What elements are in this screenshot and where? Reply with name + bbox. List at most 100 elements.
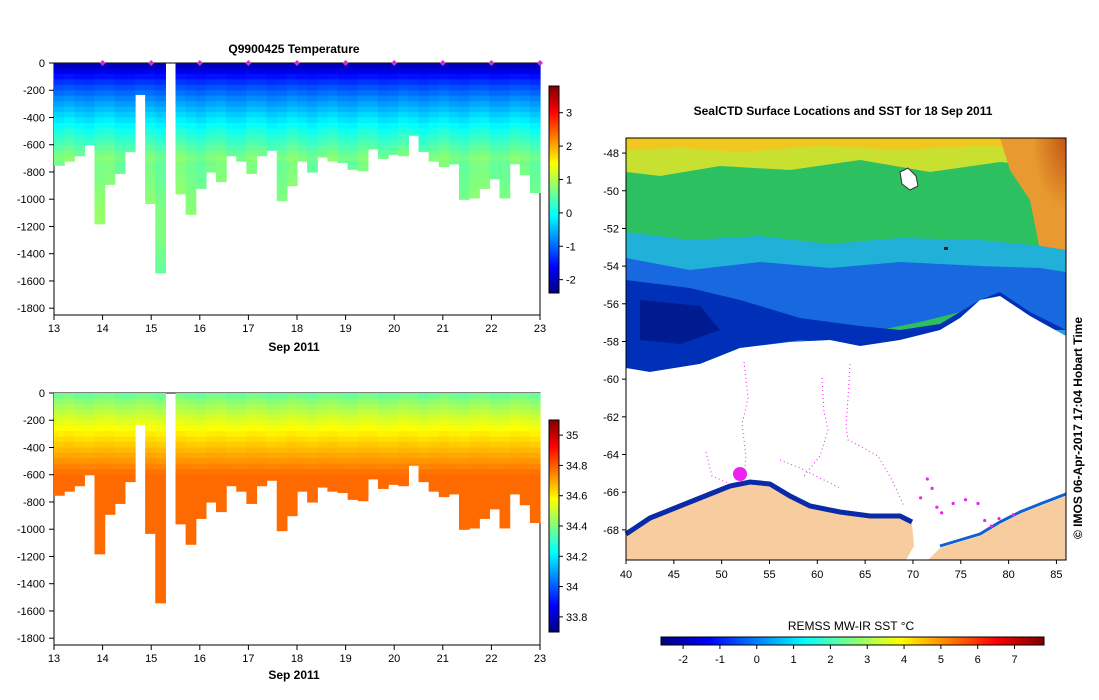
- section-cell: [94, 144, 106, 151]
- section-cell: [408, 414, 420, 421]
- section-cell: [469, 409, 480, 416]
- section-cell: [256, 436, 268, 443]
- section-cell: [459, 128, 470, 135]
- section-cell: [489, 177, 501, 180]
- section-cell: [145, 501, 156, 509]
- section-cell: [226, 95, 237, 102]
- section-cell: [448, 431, 460, 438]
- seal-location-point: [940, 511, 944, 515]
- section-cell: [418, 144, 430, 151]
- section-cell: [256, 463, 268, 470]
- section-cell: [266, 73, 278, 80]
- y-tick-label: -1400: [17, 249, 45, 261]
- section-cell: [94, 133, 106, 140]
- section-cell: [54, 133, 65, 140]
- section-cell: [398, 447, 409, 454]
- section-cell: [216, 442, 227, 449]
- section-cell: [357, 425, 369, 432]
- section-cell: [145, 161, 156, 168]
- section-cell: [84, 414, 96, 421]
- section-cell: [529, 177, 541, 184]
- section-cell: [448, 139, 460, 146]
- section-cell: [297, 79, 308, 86]
- section-cell: [185, 507, 197, 514]
- section-cell: [519, 409, 531, 416]
- section-cell: [408, 84, 420, 91]
- section-cell: [145, 84, 156, 91]
- section-cell: [459, 474, 470, 481]
- section-cell: [286, 425, 298, 432]
- section-cell: [195, 501, 207, 509]
- section-cell: [347, 398, 359, 405]
- lon-tick-label: 85: [1050, 569, 1062, 581]
- section-cell: [276, 491, 288, 498]
- section-cell: [286, 79, 298, 86]
- section-cell: [479, 68, 490, 75]
- section-cell: [175, 166, 187, 173]
- section-cell: [519, 171, 531, 176]
- section-cell: [114, 73, 126, 80]
- section-cell: [226, 414, 237, 421]
- section-cell: [286, 133, 298, 140]
- section-cell: [155, 204, 166, 211]
- section-cell: [114, 403, 126, 410]
- section-cell: [246, 403, 258, 410]
- section-cell: [459, 112, 470, 119]
- section-cell: [114, 171, 126, 174]
- section-cell: [489, 414, 501, 421]
- section-cell: [378, 95, 389, 102]
- section-cell: [297, 133, 308, 140]
- section-cell: [388, 106, 399, 113]
- section-cell: [114, 155, 126, 162]
- section-cell: [428, 106, 440, 113]
- section-cell: [276, 523, 288, 530]
- section-cell: [256, 442, 268, 449]
- section-cell: [145, 480, 156, 487]
- section-cell: [246, 101, 258, 108]
- section-cell: [297, 128, 308, 135]
- section-cell: [398, 393, 409, 400]
- section-cell: [104, 398, 116, 405]
- section-cell: [509, 431, 521, 438]
- section-cell: [104, 485, 116, 492]
- section-cell: [64, 469, 75, 476]
- section-cell: [388, 436, 399, 443]
- section-cell: [94, 221, 106, 225]
- section-cell: [54, 122, 65, 129]
- section-cell: [226, 133, 237, 140]
- section-cell: [124, 106, 136, 113]
- section-cell: [104, 68, 116, 75]
- lon-tick-label: 65: [859, 569, 871, 581]
- section-cell: [519, 425, 531, 432]
- section-cell: [114, 485, 126, 492]
- colorbar-tick-label: 33.8: [566, 612, 587, 624]
- section-cell: [307, 144, 318, 151]
- section-cell: [155, 150, 166, 157]
- section-cell: [175, 447, 187, 454]
- section-cell: [509, 414, 521, 421]
- section-cell: [175, 171, 187, 179]
- section-cell: [256, 393, 268, 400]
- seal-location-point: [963, 498, 968, 502]
- section-cell: [114, 398, 126, 405]
- section-cell: [266, 447, 278, 454]
- section-cell: [388, 139, 399, 146]
- section-cell: [124, 474, 136, 481]
- section-cell: [297, 144, 308, 151]
- section-cell: [469, 447, 480, 454]
- section-cell: [54, 452, 65, 459]
- section-cell: [114, 68, 126, 75]
- section-cell: [256, 458, 268, 465]
- section-cell: [256, 150, 268, 157]
- section-cell: [307, 155, 318, 162]
- section-cell: [256, 447, 268, 454]
- section-cell: [185, 112, 197, 119]
- section-cell: [479, 463, 490, 470]
- section-cell: [347, 480, 359, 487]
- section-cell: [195, 139, 207, 146]
- section-cell: [94, 431, 106, 438]
- section-cell: [185, 501, 197, 509]
- section-cell: [438, 414, 450, 421]
- section-cell: [94, 106, 106, 113]
- section-cell: [448, 122, 460, 129]
